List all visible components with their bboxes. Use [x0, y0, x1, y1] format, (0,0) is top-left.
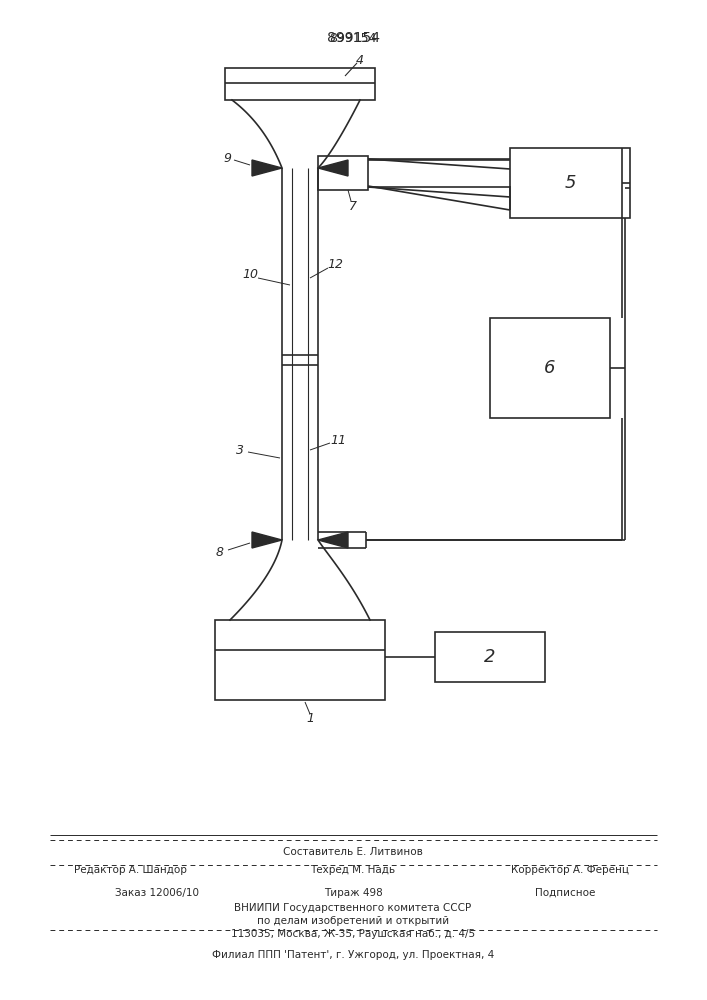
Text: 2: 2	[484, 648, 496, 666]
Text: Техред М. Надь: Техред М. Надь	[310, 865, 395, 875]
Text: Тираж 498: Тираж 498	[324, 888, 382, 898]
Polygon shape	[252, 532, 282, 548]
Text: 113035, Москва, Ж-35, Раушская наб., д. 4/5: 113035, Москва, Ж-35, Раушская наб., д. …	[231, 929, 475, 939]
Text: 7: 7	[349, 200, 357, 213]
Text: Редактор А. Шандор: Редактор А. Шандор	[74, 865, 187, 875]
Bar	[215, 620, 385, 700]
Text: ВНИИПИ Государственного комитета СССР: ВНИИПИ Государственного комитета СССР	[235, 903, 472, 913]
Text: 899154: 899154	[327, 31, 380, 45]
Bar	[435, 632, 545, 682]
Polygon shape	[252, 160, 282, 176]
Text: 10: 10	[242, 268, 258, 282]
Text: 1: 1	[306, 712, 314, 724]
Text: 3: 3	[236, 444, 244, 456]
Text: Заказ 12006/10: Заказ 12006/10	[115, 888, 199, 898]
Text: 9: 9	[223, 151, 231, 164]
Text: 12: 12	[327, 258, 343, 271]
Polygon shape	[318, 532, 348, 548]
Text: Подписное: Подписное	[534, 888, 595, 898]
Bar	[225, 68, 375, 100]
Bar	[318, 156, 368, 190]
Bar	[510, 148, 630, 218]
Text: 4: 4	[356, 53, 364, 66]
Text: Филиал ППП 'Патент', г. Ужгород, ул. Проектная, 4: Филиал ППП 'Патент', г. Ужгород, ул. Про…	[212, 950, 494, 960]
Polygon shape	[318, 160, 348, 176]
Text: 6: 6	[544, 359, 556, 377]
Text: Составитель Е. Литвинов: Составитель Е. Литвинов	[283, 847, 423, 857]
Bar	[490, 318, 610, 418]
Text: 5: 5	[564, 174, 575, 192]
Text: по делам изобретений и открытий: по делам изобретений и открытий	[257, 916, 449, 926]
Text: 11: 11	[330, 434, 346, 446]
Text: Корректор А. Ференц: Корректор А. Ференц	[511, 865, 629, 875]
Text: 8: 8	[216, 546, 224, 558]
Text: 899154: 899154	[329, 31, 377, 44]
